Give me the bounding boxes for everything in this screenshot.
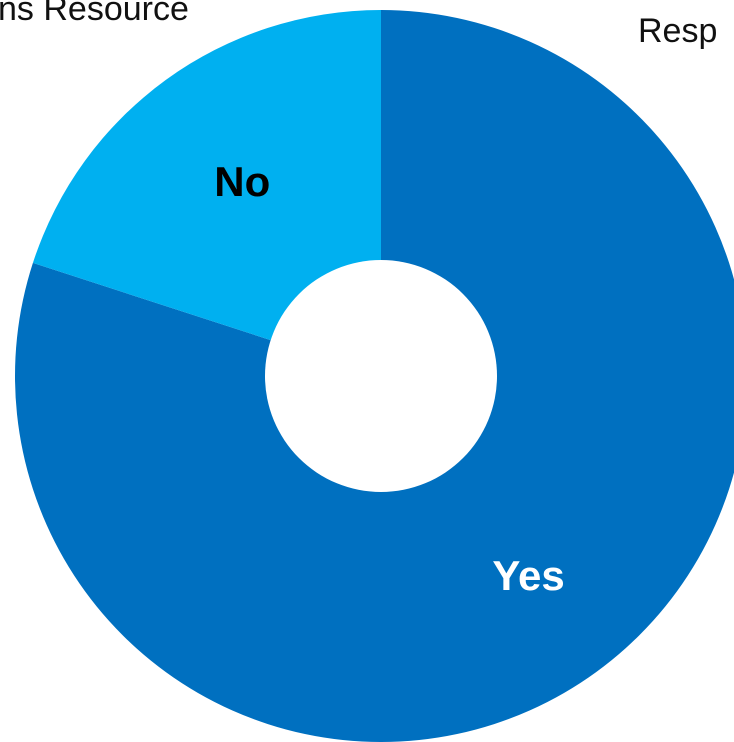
slice-label-yes: Yes	[492, 552, 564, 599]
chart-title-right-fragment: Resp	[638, 12, 718, 50]
donut-hole	[265, 260, 497, 492]
slice-label-no: No	[214, 158, 270, 205]
chart-title-left-fragment: ns Resource	[0, 0, 189, 28]
slice-labels: Yes No	[214, 158, 564, 599]
slice-no	[32, 10, 381, 376]
